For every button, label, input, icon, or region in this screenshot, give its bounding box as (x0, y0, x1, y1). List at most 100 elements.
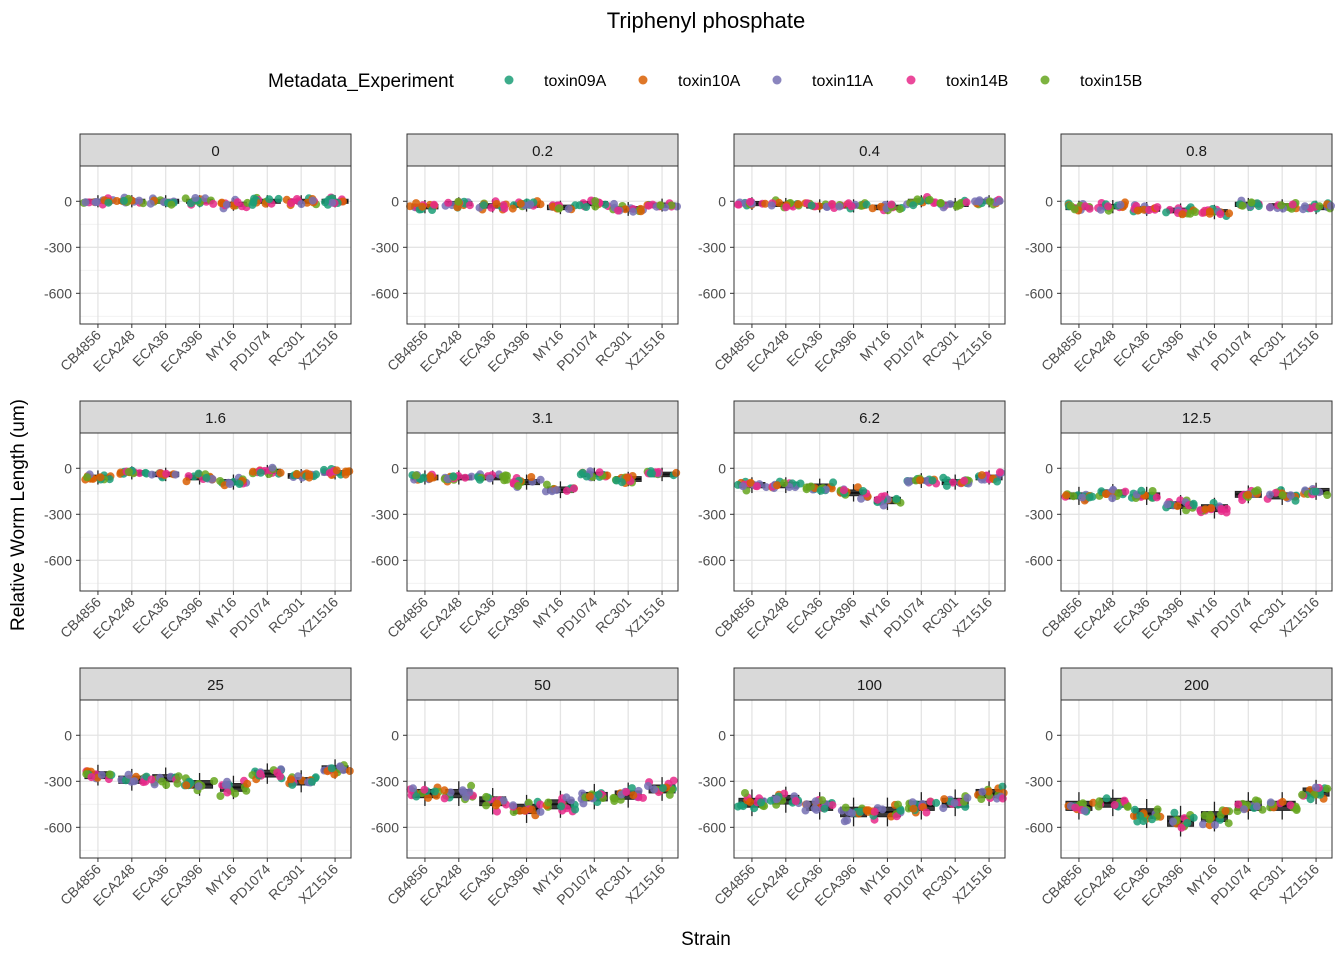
y-tick-label: 0 (1045, 727, 1053, 743)
data-point (462, 793, 470, 802)
data-point (482, 792, 491, 801)
data-point (467, 472, 476, 481)
facet-strip (733, 400, 1006, 434)
legend-label: toxin10A (678, 73, 741, 90)
data-point (1277, 201, 1286, 210)
data-point (1071, 803, 1080, 812)
data-point (499, 201, 508, 210)
data-point (1311, 783, 1320, 792)
data-point (500, 476, 509, 485)
data-point (520, 806, 529, 815)
data-point (847, 202, 856, 211)
data-point (294, 772, 302, 781)
facet-panel-12_5: 12.50-300-600CB4856ECA248ECA36ECA396MY16… (1025, 400, 1333, 642)
data-point (493, 807, 501, 816)
y-tick-label: 0 (64, 193, 72, 209)
data-point (1211, 820, 1219, 829)
data-point (928, 476, 937, 485)
data-point (892, 812, 901, 821)
y-tick-label: -600 (371, 552, 399, 568)
data-point (1096, 205, 1105, 214)
y-tick-label: 0 (1045, 460, 1053, 476)
data-point (223, 777, 231, 786)
data-point (939, 804, 948, 813)
panel-border (79, 432, 352, 592)
y-tick-label: -300 (371, 506, 399, 522)
panel-background (80, 433, 351, 591)
data-point (767, 201, 776, 210)
data-point (1225, 209, 1234, 218)
data-point (978, 787, 987, 796)
data-point (984, 787, 993, 796)
data-point (287, 199, 296, 208)
data-point (746, 478, 755, 487)
data-point (636, 207, 645, 216)
data-point (856, 807, 865, 816)
data-point (341, 470, 350, 479)
legend-label: toxin15B (1080, 73, 1142, 90)
data-point (1205, 815, 1214, 824)
facet-strip-label: 0.4 (859, 143, 880, 160)
data-point (1169, 817, 1177, 826)
data-point (963, 793, 972, 802)
data-point (658, 784, 667, 793)
data-point (147, 775, 156, 784)
data-point (426, 472, 435, 481)
data-point (146, 199, 155, 208)
data-point (467, 781, 476, 790)
y-tick-label: 0 (718, 727, 726, 743)
data-point (1189, 813, 1198, 822)
data-point (1102, 490, 1110, 498)
data-point (171, 470, 180, 479)
data-point (634, 786, 643, 795)
data-point (868, 204, 877, 213)
data-point (1216, 210, 1225, 219)
data-point (297, 200, 306, 209)
panel-background (734, 166, 1005, 324)
data-point (191, 194, 200, 202)
data-point (174, 772, 183, 781)
data-point (1094, 802, 1103, 811)
data-point (575, 201, 584, 210)
data-point (878, 805, 887, 814)
data-point (516, 199, 525, 208)
data-point (430, 200, 439, 209)
facet-panel-0_2: 0.20-300-600CB4856ECA248ECA36ECA396MY16P… (371, 133, 681, 375)
data-point (182, 477, 191, 486)
data-point (1240, 805, 1248, 814)
data-point (542, 480, 551, 489)
data-point (628, 784, 636, 793)
data-point (576, 470, 585, 479)
y-tick-label: 0 (1045, 193, 1053, 209)
data-point (1266, 490, 1274, 499)
data-point (1323, 784, 1332, 793)
data-point (998, 794, 1007, 803)
panel-background (80, 166, 351, 324)
data-point (612, 476, 621, 485)
y-tick-label: -300 (698, 773, 726, 789)
data-point (791, 797, 800, 805)
y-tick-label: 0 (718, 460, 726, 476)
data-point (796, 479, 805, 488)
data-point (420, 785, 429, 794)
data-point (870, 807, 879, 816)
data-point (173, 779, 182, 788)
data-point (993, 477, 1002, 486)
data-point (424, 793, 433, 802)
facet-panel-1_6: 1.60-300-600CB4856ECA248ECA36ECA396MY16P… (44, 400, 354, 642)
data-point (614, 206, 622, 215)
data-point (807, 201, 816, 210)
panel-border (1060, 699, 1333, 859)
data-point (1108, 494, 1117, 503)
data-point (829, 478, 838, 487)
data-point (591, 197, 600, 206)
data-point (194, 469, 203, 478)
data-point (757, 798, 766, 807)
data-point (485, 474, 494, 483)
data-point (461, 473, 470, 482)
data-point (644, 782, 652, 790)
data-point (940, 795, 949, 804)
data-point (249, 467, 257, 476)
data-point (514, 481, 523, 490)
panel-background (1061, 433, 1332, 591)
